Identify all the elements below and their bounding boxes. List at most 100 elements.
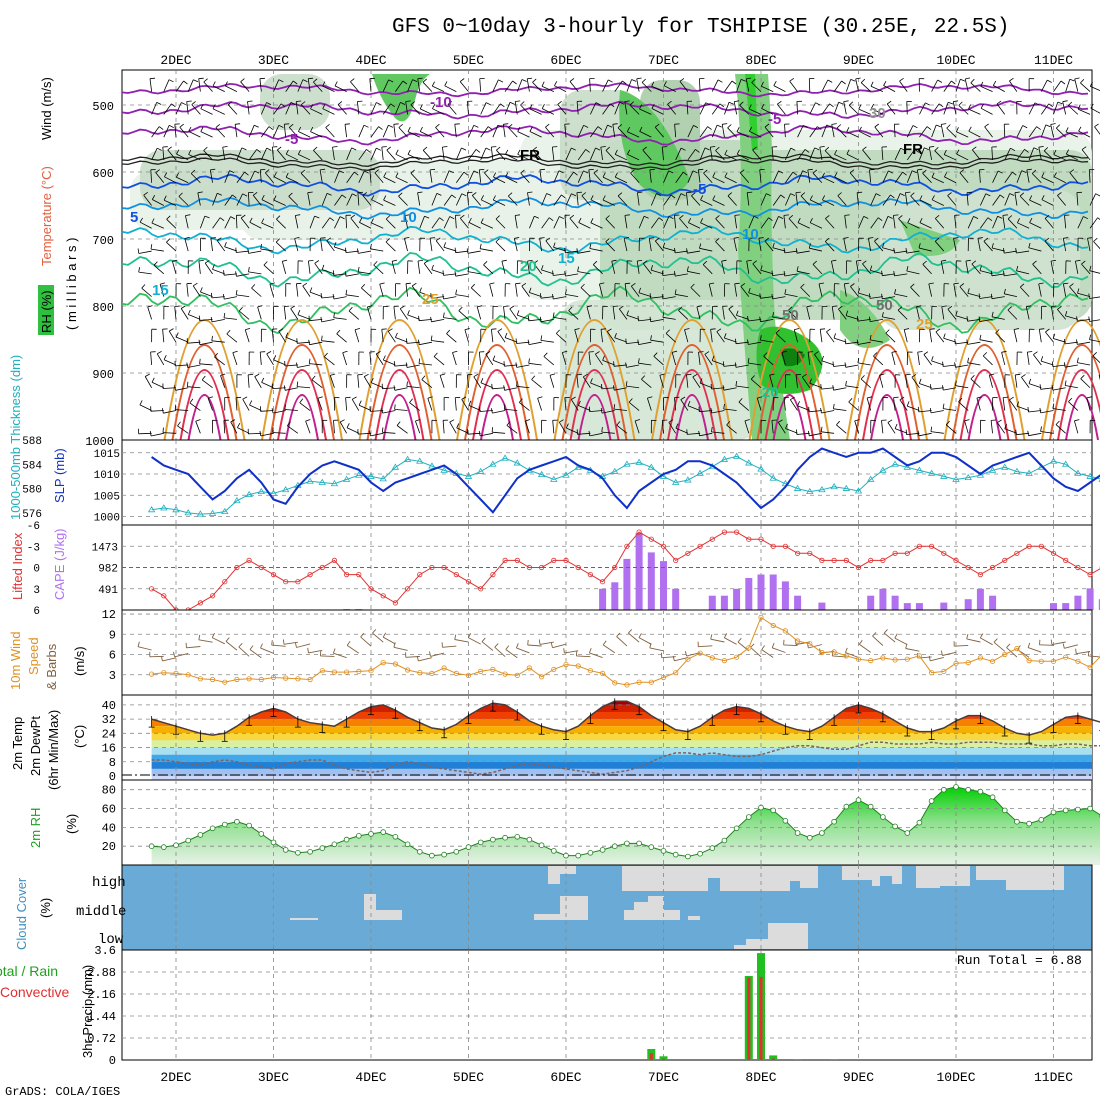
- upper-barb-flag: [565, 423, 569, 429]
- rh-point: [953, 784, 959, 790]
- upper-barb-flag: [619, 101, 625, 105]
- cloud-level-middle: middle: [76, 904, 126, 920]
- upper-barb: [796, 270, 810, 275]
- upper-barb-flag: [480, 218, 484, 224]
- upper-barb: [176, 176, 189, 184]
- upper-barb: [260, 147, 268, 161]
- upper-barb: [784, 250, 798, 254]
- upper-barb-flag: [1027, 430, 1029, 436]
- surface-barb: [602, 644, 616, 654]
- mid-cloud-block-5: [624, 910, 634, 920]
- upper-barb: [809, 432, 823, 437]
- upper-barb-flag: [978, 293, 981, 299]
- upper-barb-flag: [1076, 316, 1078, 322]
- upper-barb: [671, 352, 677, 366]
- upper-barb-flag: [525, 419, 531, 422]
- thickness-point: [355, 471, 363, 478]
- upper-barb: [688, 222, 701, 229]
- upper-barb: [712, 360, 725, 366]
- upper-barb: [907, 222, 920, 229]
- upper-barb: [617, 195, 628, 206]
- upper-barb-flag: [973, 216, 979, 219]
- upper-barb-flag: [533, 260, 539, 264]
- high-cloud-block-14: [1006, 866, 1064, 890]
- cape-bar: [1098, 599, 1100, 610]
- upper-barb-flag: [721, 259, 727, 262]
- upper-barb: [711, 431, 725, 434]
- upper-barb-flag: [151, 195, 156, 200]
- upper-barb-flag: [506, 421, 511, 426]
- li-point: [331, 557, 337, 564]
- thickness-point: [1074, 469, 1082, 476]
- upper-barb-flag: [784, 289, 787, 295]
- upper-barb: [467, 271, 481, 275]
- temp-band-36: [151, 704, 1092, 712]
- upper-barb-flag: [724, 172, 728, 178]
- upper-barb: [1002, 215, 1006, 229]
- upper-barb: [138, 271, 152, 275]
- contour-label-p20b: 20: [762, 384, 779, 401]
- upper-barb: [248, 170, 256, 183]
- upper-barb: [1056, 127, 1066, 138]
- upper-barb-flag: [744, 419, 750, 422]
- upper-barb: [285, 102, 292, 115]
- rh-high-blob-1: [372, 74, 430, 122]
- upper-barb: [704, 354, 713, 366]
- upper-barb: [748, 292, 762, 298]
- upper-barb: [809, 247, 823, 252]
- upper-barb: [455, 294, 469, 298]
- bottom-date-5DEC: 5DEC: [453, 1070, 484, 1085]
- upper-barb: [443, 170, 450, 183]
- upper-barb: [615, 176, 628, 184]
- upper-barb-flag: [869, 265, 873, 271]
- upper-barb: [225, 85, 238, 92]
- surface-barb: [505, 649, 518, 659]
- upper-barb-flag: [953, 237, 959, 239]
- upper-barb: [405, 283, 408, 297]
- upper-barb: [699, 432, 713, 437]
- upper-barb-flag: [881, 293, 883, 299]
- upper-barb: [1016, 270, 1030, 275]
- upper-barb-flag: [1055, 420, 1060, 425]
- upper-barb-flag: [1003, 396, 1009, 398]
- upper-barb-flag: [295, 214, 301, 216]
- upper-barb-flag: [954, 362, 956, 368]
- surface-barb-flag: [393, 642, 396, 648]
- li-point: [636, 529, 642, 535]
- upper-barb-flag: [869, 316, 871, 322]
- upper-barb-flag: [850, 79, 856, 82]
- upper-barb: [882, 247, 896, 252]
- upper-barb: [897, 309, 908, 320]
- rh-blob-7: [260, 74, 330, 130]
- bottom-date-6DEC: 6DEC: [550, 1070, 581, 1085]
- contour-label-p15a: 15: [152, 282, 169, 299]
- upper-barb: [991, 316, 1005, 320]
- wind-speed-point: [404, 667, 411, 673]
- li-point: [746, 536, 752, 542]
- upper-barb: [420, 131, 433, 138]
- upper-barb: [259, 351, 262, 365]
- upper-barb-flag: [590, 218, 594, 223]
- upper-barb-flag: [254, 170, 260, 174]
- upper-barb: [483, 264, 494, 275]
- upper-barb: [650, 319, 664, 323]
- upper-barb-flag: [826, 124, 832, 128]
- upper-barb: [821, 360, 835, 366]
- upper-barb-flag: [395, 149, 399, 155]
- upper-barb: [443, 317, 457, 320]
- upper-barb-flag: [310, 126, 314, 132]
- upper-barb-flag: [588, 430, 591, 436]
- upper-barb-flag: [332, 294, 335, 300]
- upper-barb: [594, 353, 603, 366]
- upper-barb-flag: [390, 103, 395, 108]
- rh-point: [1050, 809, 1057, 816]
- upper-barb: [931, 176, 944, 184]
- upper-barb-flag: [619, 305, 624, 310]
- upper-barb-flag: [491, 328, 497, 330]
- upper-barb-flag: [836, 420, 840, 426]
- upper-barb: [990, 420, 993, 434]
- upper-barb-flag: [934, 147, 939, 151]
- upper-barb: [605, 241, 616, 252]
- top-date-labels: 2DEC 3DEC 4DEC 5DEC 6DEC 7DEC 8DEC 9DEC 10DEC 11D…: [160, 53, 1073, 68]
